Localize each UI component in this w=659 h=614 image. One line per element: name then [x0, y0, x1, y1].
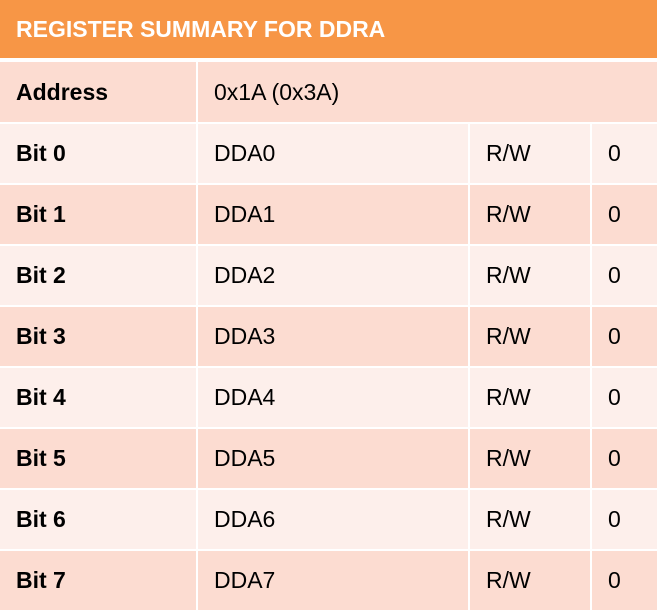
table-row: Bit 7 DDA7 R/W 0	[0, 549, 658, 610]
table-row: Bit 1 DDA1 R/W 0	[0, 183, 658, 244]
bit-access: R/W	[470, 488, 592, 549]
table-row: Bit 3 DDA3 R/W 0	[0, 305, 658, 366]
bit-name: DDA5	[198, 427, 470, 488]
table-row: Bit 0 DDA0 R/W 0	[0, 122, 658, 183]
bit-label: Bit 3	[0, 305, 198, 366]
table-row: Bit 4 DDA4 R/W 0	[0, 366, 658, 427]
table-row: Bit 6 DDA6 R/W 0	[0, 488, 658, 549]
bit-access: R/W	[470, 122, 592, 183]
bit-reset-value: 0	[592, 183, 658, 244]
bit-name: DDA4	[198, 366, 470, 427]
bit-label: Bit 2	[0, 244, 198, 305]
bit-reset-value: 0	[592, 366, 658, 427]
bit-access: R/W	[470, 427, 592, 488]
bit-name: DDA1	[198, 183, 470, 244]
bit-name: DDA0	[198, 122, 470, 183]
address-row: Address 0x1A (0x3A)	[0, 60, 658, 122]
table-title-row: REGISTER SUMMARY FOR DDRA	[0, 0, 658, 60]
bit-label: Bit 0	[0, 122, 198, 183]
bit-reset-value: 0	[592, 488, 658, 549]
bit-name: DDA6	[198, 488, 470, 549]
address-label: Address	[0, 60, 198, 122]
bit-access: R/W	[470, 183, 592, 244]
bit-reset-value: 0	[592, 305, 658, 366]
bit-reset-value: 0	[592, 244, 658, 305]
bit-access: R/W	[470, 305, 592, 366]
bit-label: Bit 4	[0, 366, 198, 427]
bit-name: DDA7	[198, 549, 470, 610]
bit-label: Bit 6	[0, 488, 198, 549]
bit-access: R/W	[470, 244, 592, 305]
bit-name: DDA2	[198, 244, 470, 305]
bit-label: Bit 7	[0, 549, 198, 610]
bit-access: R/W	[470, 366, 592, 427]
bit-reset-value: 0	[592, 549, 658, 610]
bit-reset-value: 0	[592, 122, 658, 183]
table-row: Bit 5 DDA5 R/W 0	[0, 427, 658, 488]
bit-label: Bit 5	[0, 427, 198, 488]
address-value: 0x1A (0x3A)	[198, 60, 658, 122]
bit-label: Bit 1	[0, 183, 198, 244]
bit-reset-value: 0	[592, 427, 658, 488]
table-row: Bit 2 DDA2 R/W 0	[0, 244, 658, 305]
bit-name: DDA3	[198, 305, 470, 366]
table-title: REGISTER SUMMARY FOR DDRA	[0, 0, 658, 60]
bit-access: R/W	[470, 549, 592, 610]
